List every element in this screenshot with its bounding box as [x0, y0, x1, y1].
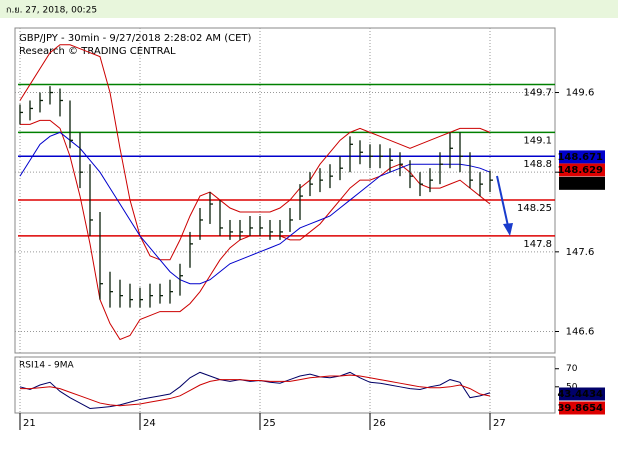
forecast-arrow	[496, 175, 509, 227]
y-tick-label: 146.6	[566, 326, 595, 337]
y-tick-label: 149.6	[566, 88, 595, 99]
price-box-label: 148.46	[564, 178, 603, 189]
y-tick-label: 70	[566, 364, 578, 374]
price-box	[559, 176, 605, 190]
forecast-arrowhead	[503, 223, 513, 236]
rsi-title: RSI14 - 9MA	[19, 361, 75, 371]
y-tick-label: 50	[566, 382, 578, 392]
indicator-line	[19, 44, 491, 261]
price-box-label: 148.671	[557, 152, 603, 163]
price-box	[559, 150, 605, 164]
level-label: 147.8	[523, 239, 552, 250]
x-tick-label: 27	[493, 418, 506, 429]
rsi-panel	[14, 356, 556, 414]
x-tick-label: 21	[23, 418, 36, 429]
x-tick-label: 24	[143, 418, 156, 429]
level-label: 149.7	[523, 88, 552, 99]
x-tick-label: 25	[263, 418, 276, 429]
level-label: 148.8	[523, 159, 552, 170]
rsi-line	[20, 374, 491, 407]
indicator-line	[20, 119, 491, 341]
value-box	[559, 401, 605, 415]
chart-title: GBP/JPY - 30min - 9/27/2018 2:28:02 AM (…	[19, 33, 252, 44]
marks	[15, 28, 559, 413]
price-panel	[14, 27, 556, 354]
chart-subtitle: Research © TRADING CENTRAL	[19, 46, 176, 57]
indicator-line	[19, 131, 491, 285]
level-label: 148.25	[517, 203, 552, 214]
level-label: 149.1	[523, 135, 552, 146]
value-box-label: 43.4434	[557, 389, 603, 400]
header-date: ก.ย. 27, 2018, 00:25	[6, 6, 97, 16]
price-box-label: 148.629	[557, 165, 603, 176]
value-box-label: 39.8654	[557, 403, 603, 414]
x-tick-label: 26	[373, 418, 386, 429]
price-box	[559, 163, 605, 177]
header-bar	[0, 0, 618, 18]
value-box	[559, 387, 605, 401]
y-tick-label: 147.6	[566, 247, 595, 258]
